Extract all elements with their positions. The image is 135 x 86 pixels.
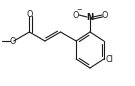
Text: −: −	[76, 7, 82, 13]
Text: N: N	[86, 12, 94, 22]
Text: O: O	[10, 36, 16, 45]
Text: O: O	[73, 10, 79, 20]
Text: O: O	[102, 10, 108, 20]
Text: O: O	[26, 9, 33, 18]
Text: Cl: Cl	[106, 55, 114, 63]
